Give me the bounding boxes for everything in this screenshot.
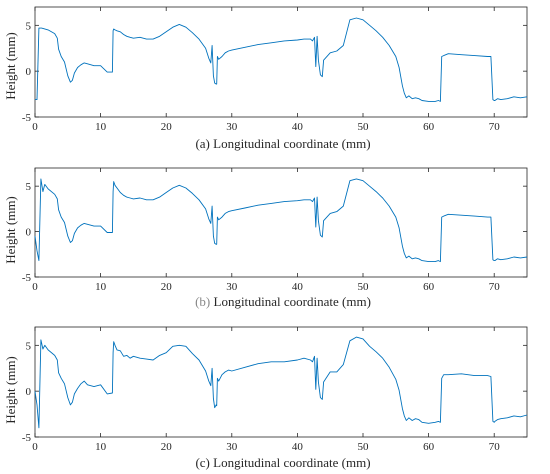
x-tick-label: 0: [32, 281, 38, 293]
x-tick-label: 60: [423, 121, 435, 133]
caption-rest: Longitudinal coordinate (mm): [210, 294, 371, 309]
plot-frame: [34, 6, 528, 118]
plot-frame: [34, 167, 528, 278]
y-tick-label: 5: [26, 181, 32, 193]
x-tick-label: 40: [292, 441, 304, 453]
x-tick-label: 30: [226, 281, 238, 293]
x-axis-caption: (a) Longitudinal coordinate (mm): [195, 136, 370, 151]
x-tick-label: 10: [95, 121, 107, 133]
x-axis-caption: (b) Longitudinal coordinate (mm): [195, 294, 371, 309]
chart-panel-a: Height (mm) (a) Longitudinal coordinate …: [3, 6, 528, 151]
x-tick-label: 50: [358, 281, 370, 293]
y-axis-label: Height (mm): [3, 32, 18, 100]
x-tick-label: 30: [226, 121, 238, 133]
height-profile-line: [34, 336, 528, 429]
x-axis-caption: (c) Longitudinal coordinate (mm): [195, 455, 370, 470]
y-tick-label: 0: [26, 227, 32, 239]
x-tick-label: 20: [161, 441, 173, 453]
height-profile-line: [35, 17, 528, 102]
x-tick-label: 50: [358, 441, 370, 453]
x-tick-label: 70: [489, 281, 501, 293]
x-tick-label: 10: [95, 281, 107, 293]
x-tick-label: 60: [423, 281, 435, 293]
y-tick-label: -5: [22, 432, 32, 444]
x-tick-label: 70: [489, 441, 501, 453]
y-tick-label: -5: [22, 272, 32, 284]
height-profile-line: [34, 178, 528, 263]
x-tick-label: 10: [95, 441, 107, 453]
y-axis-label: Height (mm): [3, 196, 18, 264]
plot-frame: [34, 326, 528, 438]
y-tick-label: 0: [26, 386, 32, 398]
x-tick-label: 0: [32, 441, 38, 453]
y-tick-label: -5: [22, 112, 32, 124]
x-tick-label: 50: [358, 121, 370, 133]
caption-prefix: (b): [195, 294, 210, 309]
x-tick-label: 20: [161, 281, 173, 293]
x-tick-label: 40: [292, 121, 304, 133]
y-tick-label: 5: [26, 20, 32, 32]
x-tick-label: 70: [489, 121, 501, 133]
x-tick-label: 20: [161, 121, 173, 133]
x-tick-label: 60: [423, 441, 435, 453]
chart-panel-c: Height (mm) (c) Longitudinal coordinate …: [3, 326, 528, 470]
x-tick-label: 30: [226, 441, 238, 453]
y-tick-label: 0: [26, 66, 32, 78]
x-tick-label: 0: [32, 121, 38, 133]
y-tick-label: 5: [26, 340, 32, 352]
chart-panel-b: Height (mm) (b) Longitudinal coordinate …: [3, 167, 528, 309]
y-axis-label: Height (mm): [3, 356, 18, 424]
x-tick-label: 40: [292, 281, 304, 293]
